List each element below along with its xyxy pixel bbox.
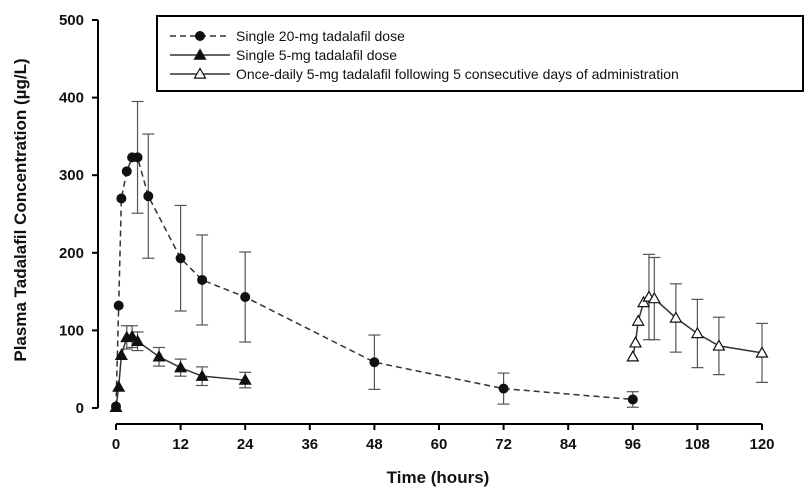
x-tick-label: 60 [431, 436, 448, 453]
data-point-series-2 [152, 350, 166, 362]
x-tick-label: 72 [495, 436, 512, 453]
data-point-series-3 [669, 311, 683, 323]
y-tick-label: 0 [76, 400, 84, 417]
data-point-series-3 [628, 336, 643, 348]
data-point-series-1 [498, 383, 509, 394]
legend-marker [193, 67, 207, 79]
data-point-series-3 [690, 326, 704, 339]
axes: 0 100 200 300 400 500 0 12 24 36 48 60 72 84 96 108 120 [59, 12, 775, 453]
x-tick-label: 0 [112, 436, 120, 453]
data-point-series-1 [175, 253, 186, 264]
data-point-series-1 [369, 357, 380, 368]
data-point-series-2 [130, 334, 145, 346]
x-tick-label: 36 [301, 436, 318, 453]
legend-marker [193, 48, 207, 60]
y-tick-label: 400 [59, 90, 84, 107]
legend-marker [195, 31, 205, 41]
data-point-series-3 [647, 291, 661, 304]
y-tick-label: 500 [59, 12, 84, 29]
x-tick-label: 24 [237, 436, 254, 453]
legend-box [156, 15, 804, 92]
data-point-series-1 [121, 166, 132, 177]
x-tick-label: 96 [624, 436, 641, 453]
data-point-series-2 [125, 329, 139, 342]
series-markers [109, 152, 769, 412]
data-point-series-1 [627, 394, 638, 405]
legend: Single 20-mg tadalafil dose Single 5-mg t… [156, 15, 804, 92]
y-tick-label: 200 [59, 245, 84, 262]
y-axis-title: Plasma Tadalafil Concentration (µg/L) [11, 58, 30, 361]
x-tick-label: 120 [749, 436, 774, 453]
y-tick-label: 300 [59, 167, 84, 184]
data-point-series-1 [197, 274, 208, 285]
data-point-series-2 [114, 348, 128, 360]
data-point-series-2 [238, 373, 252, 385]
x-tick-label: 108 [685, 436, 710, 453]
y-tick-label: 100 [59, 322, 84, 339]
data-point-series-2 [195, 369, 209, 381]
data-point-series-3 [755, 346, 769, 358]
x-tick-label: 48 [366, 436, 383, 453]
legend-label: Single 20-mg tadalafil dose [236, 28, 405, 44]
data-point-series-1 [240, 292, 251, 303]
legend-label: Single 5-mg tadalafil dose [236, 47, 397, 63]
data-point-series-2 [112, 380, 126, 392]
data-point-series-3 [712, 339, 726, 351]
x-axis-title: Time (hours) [387, 468, 490, 487]
legend-label: Once-daily 5-mg tadalafil following 5 co… [236, 66, 679, 82]
data-point-series-2 [174, 360, 188, 373]
data-point-series-1 [143, 191, 154, 202]
data-point-series-3 [626, 350, 640, 362]
data-point-series-2 [109, 400, 123, 412]
data-point-series-1 [116, 193, 127, 204]
data-point-series-3 [631, 314, 645, 326]
error-bars [120, 100, 768, 408]
series-lines [115, 156, 763, 408]
x-tick-label: 12 [172, 436, 189, 453]
x-tick-label: 84 [560, 436, 577, 453]
data-point-series-1 [132, 152, 143, 163]
data-point-series-3 [637, 295, 651, 308]
data-point-series-1 [113, 300, 124, 311]
